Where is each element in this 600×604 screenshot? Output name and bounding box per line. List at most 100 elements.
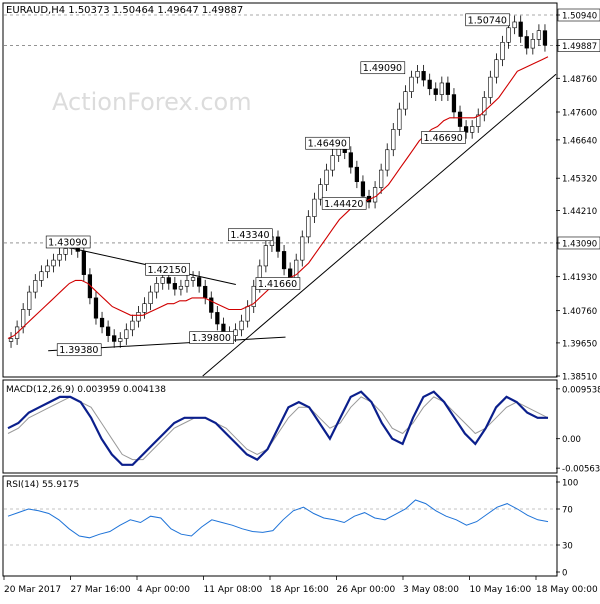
candle-body (506, 27, 511, 43)
candle-body (372, 187, 378, 203)
candle-body (512, 21, 517, 29)
macd-tick-label: -0.005637 (562, 465, 600, 475)
price-tick-label: 1.50940 (562, 12, 597, 22)
candle-body (184, 280, 190, 287)
candle-body (215, 312, 220, 325)
macd-label: MACD(12,26,9) 0.003959 0.004138 (6, 385, 166, 395)
price-tick-label: 1.45320 (562, 175, 597, 185)
candle-body (397, 108, 402, 130)
candle-body (8, 338, 14, 342)
candle-body (166, 277, 171, 284)
price-tick-label: 1.47600 (562, 109, 597, 119)
candle-body (524, 36, 529, 49)
candle-body (275, 236, 281, 252)
price-panel-frame (2, 2, 558, 378)
candle-body (403, 91, 408, 110)
price-annotation: 1.43340 (230, 230, 269, 241)
macd-panel-frame (2, 379, 558, 474)
price-annotation-box (321, 197, 367, 210)
candle-body (385, 149, 390, 171)
symbol-header: EURAUD,H4 1.50373 1.50464 1.49647 1.4988… (6, 5, 243, 16)
candle-body (312, 198, 317, 217)
price-annotation: 1.42150 (148, 265, 187, 276)
candle-body (536, 30, 542, 40)
time-tick-label: 11 Apr 08:00 (204, 585, 263, 595)
candle-body (354, 166, 359, 183)
price-annotation-box (189, 331, 234, 344)
rsi-label: RSI(14) 55.9175 (6, 480, 79, 490)
candle-body (409, 76, 414, 92)
candle-body (494, 59, 499, 78)
candle-body (306, 216, 311, 238)
candle-body (263, 245, 268, 267)
candle-body (360, 181, 366, 197)
candle-body (63, 248, 68, 255)
price-tick-label: 1.46640 (562, 136, 597, 146)
candle-body (99, 317, 105, 328)
price-tick-label: 1.38510 (562, 373, 597, 383)
price-annotation: 1.43090 (48, 237, 87, 248)
candle-body (457, 111, 463, 127)
candle-body (445, 82, 451, 95)
price-annotation: 1.39800 (192, 333, 231, 344)
candle-body (239, 320, 244, 331)
time-tick-label: 3 May 08:00 (403, 585, 459, 595)
time-tick-label: 26 Apr 00:00 (337, 585, 396, 595)
candle-body (57, 254, 62, 261)
candle-body (476, 114, 481, 127)
candle-body (500, 42, 505, 61)
price-annotation-box (421, 131, 466, 144)
macd-signal-line (7, 396, 549, 461)
price-annotation: 1.44420 (324, 199, 363, 210)
time-tick-label: 4 Apr 00:00 (137, 585, 190, 595)
candle-body (124, 329, 129, 339)
price-annotation: 1.46690 (424, 133, 463, 144)
candle-body (300, 236, 305, 261)
price-tick-label: 1.41930 (562, 273, 597, 283)
macd-main-line (7, 390, 548, 466)
time-tick-label: 10 May 16:00 (470, 585, 532, 595)
price-annotation: 1.41660 (258, 279, 297, 290)
candle-body (87, 274, 93, 299)
price-annotation: 1.39380 (59, 345, 98, 356)
rsi-line (7, 499, 549, 539)
candle-body (245, 306, 250, 322)
candle-body (348, 152, 353, 168)
candle-body (324, 169, 329, 185)
price-tick-label: 1.43090 (562, 239, 597, 249)
price-annotation-box (56, 343, 102, 357)
candle-body (233, 329, 238, 336)
price-annotation-box (228, 228, 273, 242)
time-tick-label: 18 Apr 16:00 (270, 585, 329, 595)
price-tick-label: 1.49887 (562, 42, 597, 52)
price-annotation-box (305, 136, 350, 150)
price-tick-label: 1.39650 (562, 339, 597, 349)
candle-body (190, 277, 196, 281)
candle-body (330, 155, 335, 171)
candle-body (318, 184, 323, 200)
candle-body (142, 303, 147, 313)
candle-body (51, 259, 56, 267)
candle-body (130, 320, 135, 331)
candle-body (488, 76, 493, 98)
candle-body (439, 82, 444, 95)
price-annotation: 1.49090 (363, 63, 402, 74)
time-tick-label: 20 Mar 2017 (4, 585, 61, 595)
candle-body (518, 21, 523, 37)
candle-body (105, 326, 111, 336)
candle-body (379, 169, 384, 188)
candle-body (148, 291, 153, 304)
time-tick-label: 27 Mar 16:00 (71, 585, 131, 595)
price-annotation: 1.50740 (468, 15, 507, 26)
rsi-tick-label: 0 (562, 569, 567, 579)
price-annotation-box (45, 235, 91, 249)
candle-body (209, 297, 214, 313)
candle-body (39, 271, 44, 281)
candle-body (482, 97, 487, 116)
candle-body (470, 126, 475, 133)
price-annotation-box (465, 13, 510, 27)
candle-body (197, 277, 202, 287)
candle-body (178, 285, 184, 290)
candle-body (281, 251, 287, 270)
